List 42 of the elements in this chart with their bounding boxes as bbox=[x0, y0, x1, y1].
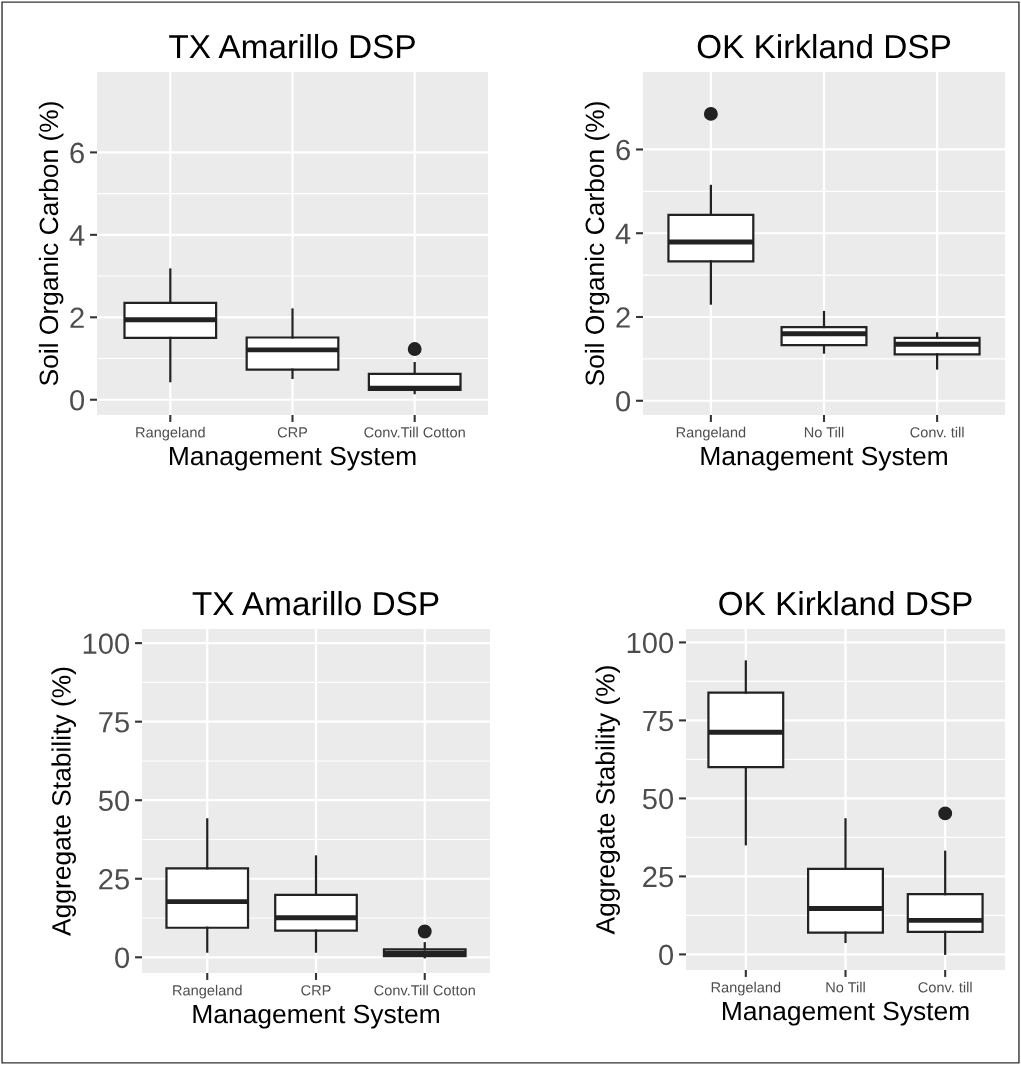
x-tick-label: Rangeland bbox=[136, 426, 205, 441]
y-tick-label: 75 bbox=[99, 712, 129, 733]
y-tick-label: 4 bbox=[69, 225, 85, 246]
y-tick-label: 100 bbox=[627, 632, 674, 654]
y-tick-label: 0 bbox=[616, 390, 631, 412]
chart-title: OK Kirkland DSP bbox=[719, 590, 972, 616]
chart-title: TX Amarillo DSP bbox=[169, 33, 415, 59]
x-tick-label: CRP bbox=[301, 985, 331, 996]
y-axis-title: Aggregate Stability (%) bbox=[51, 667, 76, 936]
y-axis-title: Soil Organic Carbon (%) bbox=[584, 102, 610, 386]
chart-title: TX Amarillo DSP bbox=[192, 590, 439, 616]
y-tick-label: 2 bbox=[70, 307, 84, 328]
y-tick-label: 0 bbox=[115, 947, 130, 969]
x-tick-label: Conv. till bbox=[918, 981, 972, 993]
y-axis-title: Aggregate Stability (%) bbox=[595, 666, 620, 935]
x-tick-label: Conv.Till Cotton bbox=[364, 426, 465, 438]
y-tick-label: 100 bbox=[83, 633, 130, 654]
y-tick-label: 50 bbox=[642, 788, 674, 810]
y-tick-label: 25 bbox=[99, 868, 129, 890]
y-tick-label: 4 bbox=[615, 223, 631, 244]
y-tick-label: 6 bbox=[616, 139, 630, 161]
x-tick-label: No Till bbox=[804, 426, 844, 438]
y-tick-label: 6 bbox=[70, 142, 84, 164]
y-tick-label: 50 bbox=[98, 790, 130, 812]
x-tick-label: No Till bbox=[826, 981, 865, 993]
y-tick-label: 75 bbox=[643, 710, 673, 732]
x-tick-label: Rangeland bbox=[711, 981, 781, 996]
x-tick-label: Rangeland bbox=[676, 426, 746, 441]
x-tick-label: Conv. till bbox=[910, 426, 964, 438]
y-tick-label: 25 bbox=[643, 866, 673, 888]
y-axis-title: Soil Organic Carbon (%) bbox=[38, 102, 64, 386]
chart-title: OK Kirkland DSP bbox=[697, 33, 951, 59]
x-axis-title: Management System bbox=[701, 446, 947, 471]
x-tick-label: CRP bbox=[277, 427, 308, 438]
x-axis-title: Management System bbox=[723, 1001, 969, 1026]
x-tick-label: Conv.Till Cotton bbox=[374, 984, 475, 996]
y-tick-label: 0 bbox=[659, 944, 674, 966]
x-axis-title: Management System bbox=[170, 446, 416, 471]
y-tick-label: 0 bbox=[70, 389, 85, 411]
y-tick-label: 2 bbox=[616, 307, 630, 328]
x-axis-title: Management System bbox=[193, 1004, 439, 1029]
x-tick-label: Rangeland bbox=[173, 984, 242, 999]
